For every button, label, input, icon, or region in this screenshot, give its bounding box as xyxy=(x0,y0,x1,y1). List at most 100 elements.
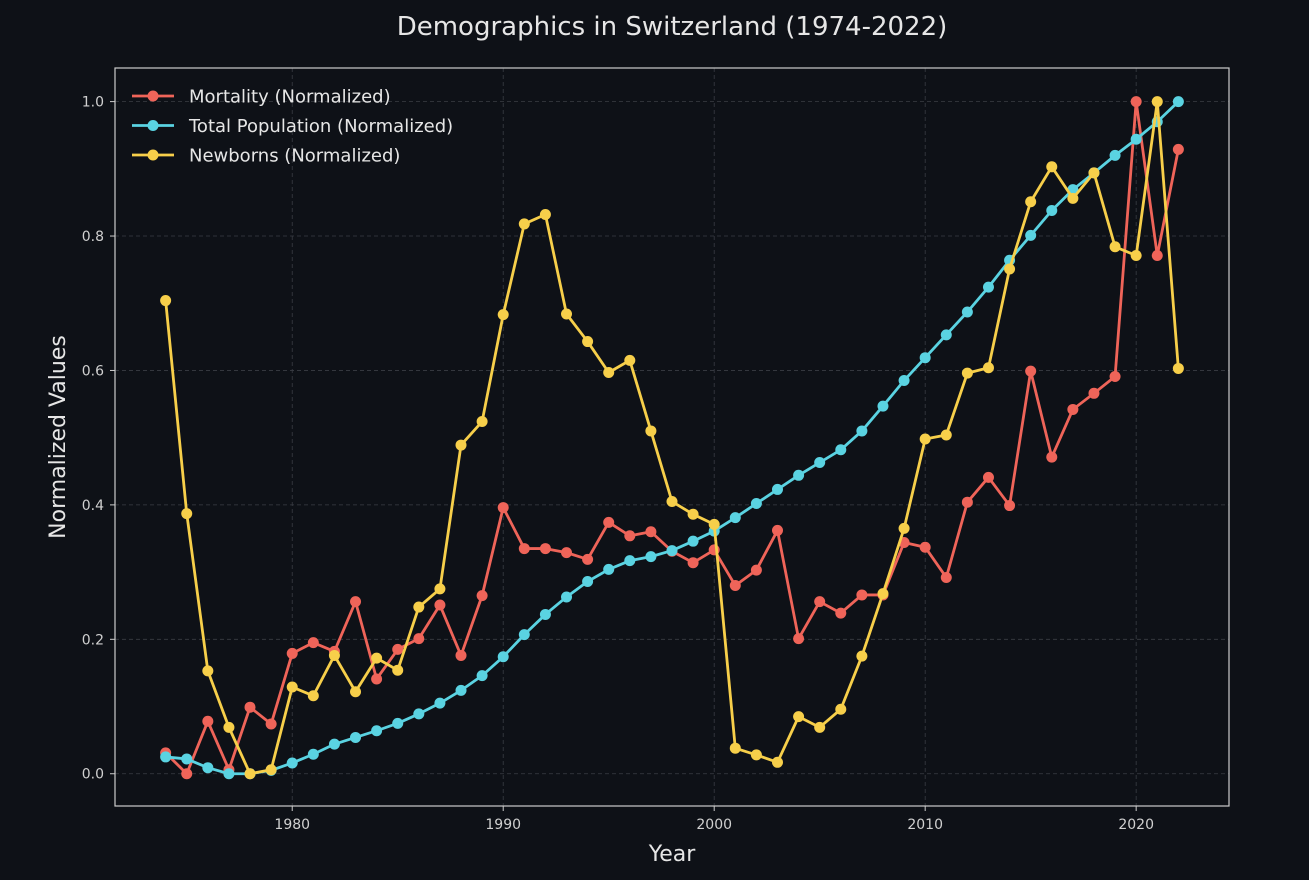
data-point xyxy=(961,306,973,318)
data-point xyxy=(371,652,383,664)
data-point xyxy=(666,545,678,557)
y-tick-label: 0.6 xyxy=(82,363,104,379)
data-point xyxy=(350,686,362,698)
data-point xyxy=(244,701,256,713)
legend-swatch-marker xyxy=(147,90,159,102)
data-point xyxy=(771,524,783,536)
data-point xyxy=(202,665,214,677)
y-tick-label: 0.8 xyxy=(82,229,104,245)
chart-title: Demographics in Switzerland (1974-2022) xyxy=(397,12,948,42)
data-point xyxy=(518,629,530,641)
data-point xyxy=(497,502,509,514)
data-point xyxy=(1088,167,1100,179)
data-point xyxy=(919,433,931,445)
data-point xyxy=(1151,250,1163,262)
data-point xyxy=(413,633,425,645)
data-point xyxy=(898,375,910,387)
data-point xyxy=(856,589,868,601)
data-point xyxy=(687,535,699,547)
data-point xyxy=(708,518,720,530)
data-point xyxy=(434,697,446,709)
y-tick-label: 0.0 xyxy=(82,767,104,783)
data-point xyxy=(793,469,805,481)
data-point xyxy=(476,670,488,682)
data-point xyxy=(750,564,762,576)
data-point xyxy=(1004,263,1016,275)
data-point xyxy=(350,596,362,608)
y-tick-label: 0.2 xyxy=(82,632,104,648)
data-point xyxy=(1172,143,1184,155)
data-point xyxy=(687,508,699,520)
data-point xyxy=(476,590,488,602)
data-point xyxy=(286,647,298,659)
data-point xyxy=(624,354,636,366)
legend-item: Newborns (Normalized) xyxy=(132,146,400,167)
data-point xyxy=(582,576,594,588)
data-point xyxy=(961,367,973,379)
legend-swatch-marker xyxy=(147,149,159,161)
data-point xyxy=(518,218,530,230)
data-point xyxy=(434,599,446,611)
data-point xyxy=(877,400,889,412)
data-point xyxy=(1025,365,1037,377)
legend: Mortality (Normalized) Total Population (… xyxy=(132,87,453,167)
data-point xyxy=(982,281,994,293)
plot-frame xyxy=(114,67,1230,807)
data-point xyxy=(856,425,868,437)
data-point xyxy=(160,295,172,307)
data-point xyxy=(750,498,762,510)
data-point xyxy=(645,526,657,538)
data-point xyxy=(561,308,573,320)
data-point xyxy=(729,742,741,754)
data-point xyxy=(307,748,319,760)
data-point xyxy=(982,471,994,483)
data-point xyxy=(307,690,319,702)
data-point xyxy=(771,756,783,768)
data-point xyxy=(729,512,741,524)
data-point xyxy=(1088,387,1100,399)
data-point xyxy=(561,591,573,603)
data-point xyxy=(771,483,783,495)
data-point xyxy=(814,596,826,608)
legend-swatch-marker xyxy=(147,120,159,131)
data-point xyxy=(1172,96,1184,108)
data-point xyxy=(539,608,551,620)
data-point xyxy=(793,711,805,723)
data-point xyxy=(877,588,889,600)
data-point xyxy=(286,681,298,693)
data-point xyxy=(750,749,762,761)
data-point xyxy=(919,352,931,364)
data-point xyxy=(919,541,931,553)
data-point xyxy=(645,551,657,563)
data-point xyxy=(603,366,615,378)
data-point xyxy=(645,425,657,437)
data-point xyxy=(539,209,551,221)
data-point xyxy=(982,362,994,374)
y-axis-label: Normalized Values xyxy=(46,335,71,539)
data-point xyxy=(328,738,340,750)
data-point xyxy=(1067,403,1079,415)
data-point xyxy=(223,768,235,780)
legend-item: Mortality (Normalized) xyxy=(132,87,391,108)
data-point xyxy=(1151,96,1163,108)
data-point xyxy=(561,547,573,559)
y-tick-label: 1.0 xyxy=(82,95,104,111)
data-point xyxy=(328,649,340,661)
data-point xyxy=(265,764,277,776)
data-point xyxy=(392,664,404,676)
data-point xyxy=(1025,229,1037,241)
legend-label: Newborns (Normalized) xyxy=(189,146,400,167)
x-tick-label: 2010 xyxy=(907,817,943,833)
data-point xyxy=(223,721,235,733)
data-point xyxy=(856,650,868,662)
data-point xyxy=(497,651,509,663)
legend-item: Total Population (Normalized) xyxy=(132,116,453,137)
data-point xyxy=(1130,250,1142,262)
x-tick-label: 1980 xyxy=(274,817,310,833)
data-point xyxy=(814,721,826,733)
data-point xyxy=(286,757,298,769)
data-point xyxy=(181,768,193,780)
data-point xyxy=(1109,241,1121,253)
data-point xyxy=(181,508,193,520)
